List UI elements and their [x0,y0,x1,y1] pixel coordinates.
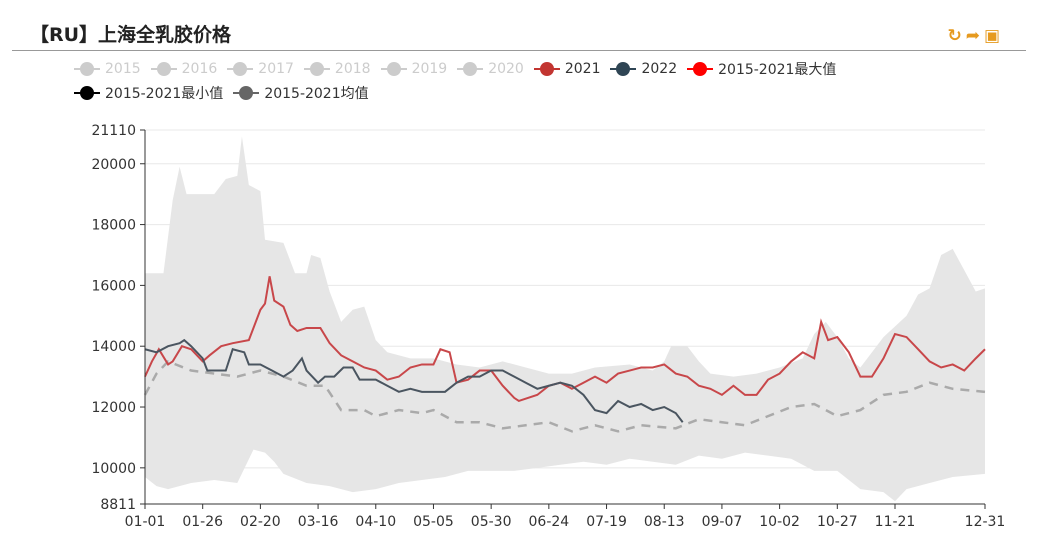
y-tick-label: 18000 [91,218,136,234]
x-tick-label: 02-20 [240,514,281,530]
y-tick-label: 16000 [91,278,136,294]
legend-item[interactable]: 2015-2021均值 [233,81,369,105]
legend-item[interactable]: 2021 [533,57,601,81]
x-tick-label: 01-26 [182,514,223,530]
legend-label: 2015-2021均值 [264,86,369,102]
y-tick-label: 14000 [91,339,136,355]
legend-label: 2018 [334,61,371,77]
legend-label: 2016 [181,61,218,77]
legend-marker-icon [457,62,484,76]
save-image-icon[interactable]: ▣ [983,26,1000,46]
legend-item[interactable]: 2018 [303,57,371,81]
legend-item[interactable]: 2015-2021最大值 [687,57,836,81]
legend-item[interactable]: 2020 [457,57,524,81]
divider [12,50,1026,51]
x-tick-label: 11-21 [875,514,916,530]
x-tick-label: 09-07 [702,514,743,530]
y-tick-label: 10000 [91,461,136,477]
refresh-icon[interactable]: ↻ [947,26,962,46]
legend-label: 2019 [411,61,448,77]
y-tick-label: 20000 [91,157,136,173]
legend-item[interactable]: 2017 [227,57,294,81]
y-tick-label: 8811 [100,497,136,513]
x-tick-label: 07-19 [586,514,627,530]
legend-marker-icon [233,86,260,100]
legend-marker-icon [74,86,100,100]
legend-marker-icon [380,62,407,76]
series-line-2022 [144,338,684,423]
series-mean-line [143,359,986,433]
legend-item[interactable]: 2019 [380,57,448,81]
max-min-band [145,136,985,502]
x-tick-label: 05-05 [413,514,454,530]
chart-title: 【RU】上海全乳胶价格 [30,24,232,46]
legend-label: 2020 [488,61,524,77]
legend-label: 2015-2021最小值 [105,86,224,102]
y-tick-label: 12000 [91,400,136,416]
x-tick-label: 10-02 [759,514,800,530]
legend-label: 2021 [564,61,601,77]
toolbar: ↻ ➦ ▣ [947,26,1000,46]
x-tick-label: 04-10 [355,514,396,530]
x-tick-label: 05-30 [471,514,512,530]
legend-label: 2022 [641,61,678,77]
legend-marker-icon [150,62,177,76]
legend-item[interactable]: 2016 [150,57,218,81]
legend-item[interactable]: 2022 [610,57,677,81]
y-tick-label: 21110 [91,123,136,139]
legend-marker-icon [227,62,254,76]
x-tick-label: 03-16 [298,514,339,530]
legend-label: 2015 [105,61,141,77]
legend-marker-icon [610,62,637,76]
x-tick-label: 12-31 [965,514,1006,530]
x-tick-label: 01-01 [125,514,166,530]
x-tick-label: 08-13 [644,514,685,530]
legend: 2015 2016 2017 2018 2019 2020 2021 2022 2015-202… [74,57,974,105]
legend-label: 2017 [258,61,294,77]
x-tick-label: 10-27 [817,514,858,530]
share-icon[interactable]: ➦ [965,26,980,46]
x-tick-label: 06-24 [529,514,570,530]
legend-item[interactable]: 2015 [74,57,141,81]
legend-marker-icon [533,62,560,76]
legend-marker-icon [687,62,714,76]
legend-marker-icon [74,62,100,76]
series-line-2021 [144,276,986,403]
legend-label: 2015-2021最大值 [718,62,837,78]
legend-item[interactable]: 2015-2021最小值 [74,81,223,105]
legend-marker-icon [303,62,330,76]
